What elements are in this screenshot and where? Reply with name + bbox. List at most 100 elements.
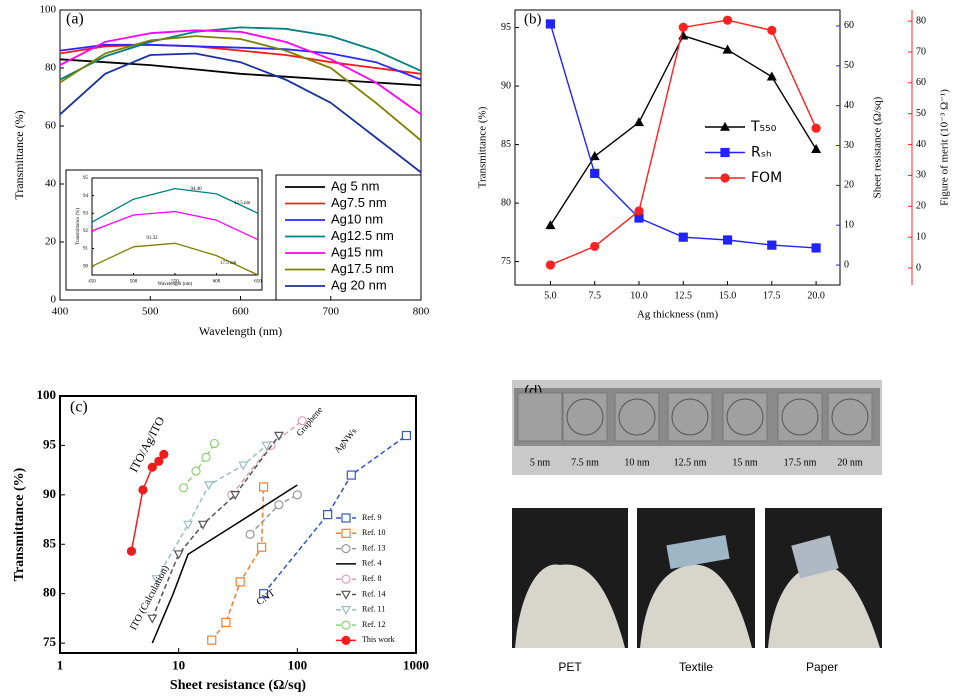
legend-marker: [721, 174, 729, 182]
legend-label: Ag15 nm: [331, 244, 383, 259]
marker: [148, 615, 156, 622]
x-axis-title: Sheet resistance (Ω/sq): [170, 678, 306, 693]
series-line: [157, 445, 267, 579]
y3-tick-label: 70: [916, 46, 926, 57]
marker: [239, 462, 247, 469]
marker: [635, 118, 643, 125]
y-tick-label: 80: [501, 197, 511, 208]
y2-axis-title: Sheet resistance (Ω/sq): [872, 96, 884, 198]
x-tick-label: 10.0: [630, 290, 648, 301]
legend-label: Ref. 11: [362, 605, 385, 614]
panel-label: (c): [70, 399, 88, 416]
y3-tick-label: 30: [916, 170, 926, 181]
marker: [155, 457, 163, 465]
marker: [246, 530, 254, 538]
marker: [679, 23, 687, 31]
y3-tick-label: 20: [916, 201, 926, 212]
thickness-label: 12.5 nm: [674, 457, 707, 468]
legend-label: Ag17.5 nm: [331, 261, 394, 276]
x-tick-label: 5.0: [544, 290, 557, 301]
x-tick-label: 800: [413, 305, 430, 317]
plot-frame: [60, 396, 416, 653]
legend-label: Ag10 nm: [331, 211, 383, 226]
marker: [139, 486, 147, 494]
legend-label: Ref. 8: [362, 574, 382, 583]
marker: [175, 551, 183, 558]
legend-marker: [342, 621, 350, 629]
y-tick-label: 40: [45, 178, 57, 190]
marker: [236, 578, 244, 586]
marker: [222, 618, 230, 626]
marker: [208, 636, 216, 644]
y-tick-label: 60: [45, 120, 57, 132]
sample-square: [778, 393, 822, 441]
marker: [205, 482, 213, 489]
y-tick-label: 75: [501, 256, 511, 267]
x-tick-label: 15.0: [719, 290, 737, 301]
legend-label: Ref. 10: [362, 528, 386, 537]
y2-tick-label: 30: [844, 140, 854, 151]
x-tick-label: 500: [142, 305, 159, 317]
legend-marker: [342, 575, 350, 583]
y-tick-label: 100: [37, 387, 57, 402]
marker: [635, 207, 643, 215]
y3-tick-label: 40: [916, 139, 926, 150]
series-line: [264, 436, 407, 594]
y-tick-label: 0: [51, 294, 57, 306]
marker: [546, 261, 554, 269]
photo-caption: Paper: [806, 660, 838, 674]
y-tick-label: 80: [43, 585, 56, 600]
panel-label: (a): [66, 11, 84, 28]
y2-tick-label: 50: [844, 60, 854, 71]
series-line: [60, 30, 421, 114]
marker: [812, 244, 820, 252]
sample-square: [723, 393, 767, 441]
marker: [724, 16, 732, 24]
y-tick-label: 20: [45, 236, 57, 248]
y-tick-label: 90: [501, 80, 511, 91]
y-tick-label: 85: [43, 535, 57, 550]
marker: [192, 467, 200, 475]
thickness-label: 5 nm: [530, 457, 551, 468]
y3-tick-label: 0: [916, 262, 921, 273]
x-axis-title: Wavelength (nm): [158, 282, 193, 287]
y-tick-label: 94: [83, 194, 89, 199]
marker: [148, 463, 156, 471]
y2-tick-label: 10: [844, 220, 854, 231]
series-line: [60, 36, 421, 140]
legend-label: Ag 20 nm: [331, 277, 387, 292]
y3-axis-title: Figure of merit (10⁻³ Ω⁻¹): [939, 89, 951, 206]
legend-label: Ag12.5 nm: [331, 228, 394, 243]
annotation: CNT: [255, 588, 278, 608]
y-tick-label: 80: [45, 62, 57, 74]
thickness-label: 15 nm: [732, 457, 758, 468]
annotation: 91.32: [146, 236, 158, 241]
y-tick-label: 90: [43, 486, 56, 501]
marker: [768, 241, 776, 249]
x-tick-label: 20.0: [807, 290, 825, 301]
series-line: [60, 59, 421, 85]
marker: [275, 432, 283, 439]
x-axis-title: Ag thickness (nm): [637, 309, 719, 321]
x-tick-label: 17.5: [763, 290, 781, 301]
y3-tick-label: 80: [916, 15, 926, 26]
y-tick-label: 95: [83, 176, 89, 181]
y3-tick-label: 60: [916, 77, 926, 88]
legend-marker: [342, 529, 350, 537]
annotation: ITO (Calculation): [128, 564, 171, 633]
marker: [812, 124, 820, 132]
y2-tick-label: 20: [844, 180, 854, 191]
marker: [768, 73, 776, 80]
x-tick-label: 700: [323, 305, 340, 317]
sample-square: [615, 393, 659, 441]
legend-label: Ref. 4: [362, 559, 382, 568]
marker: [591, 242, 599, 250]
sample-square: [668, 393, 712, 441]
y-tick-label: 95: [501, 22, 511, 33]
y-tick-label: 90: [83, 264, 89, 269]
y3-tick-label: 10: [916, 231, 926, 242]
y2-tick-label: 0: [844, 259, 849, 270]
y-tick-label: 92: [83, 229, 89, 234]
marker: [812, 145, 820, 152]
x-tick-label: 450: [88, 280, 96, 285]
